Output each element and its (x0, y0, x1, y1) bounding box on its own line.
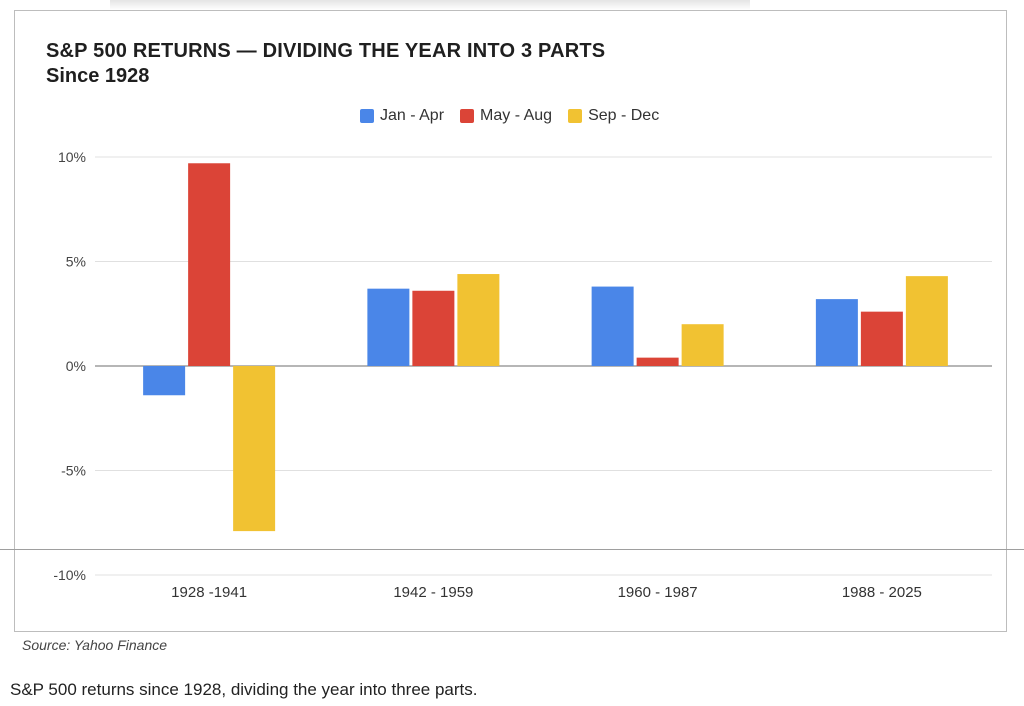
legend-item-jan-apr: Jan - Apr (360, 107, 444, 125)
source-note: Source: Yahoo Finance (22, 637, 168, 653)
legend-label-jan-apr: Jan - Apr (380, 107, 445, 124)
y-tick-label: -10% (53, 567, 86, 583)
x-tick-label: 1942 - 1959 (393, 584, 473, 601)
bar (905, 276, 948, 366)
y-tick-label: 0% (66, 358, 86, 374)
bar (681, 324, 724, 366)
bar (143, 366, 186, 396)
y-tick-label: -5% (61, 463, 86, 479)
bar (591, 286, 634, 366)
x-tick-label: 1928 -1941 (171, 584, 247, 601)
y-tick-label: 5% (66, 254, 86, 270)
bar (457, 274, 500, 366)
y-tick-label: 10% (58, 149, 86, 165)
x-tick-label: 1988 - 2025 (842, 584, 922, 601)
bar (636, 357, 679, 366)
bar (367, 288, 410, 366)
bar (233, 366, 276, 532)
bar (188, 163, 231, 366)
overlay-divider-line (0, 549, 1024, 550)
bar (815, 299, 858, 366)
chart-title: S&P 500 RETURNS — DIVIDING THE YEAR INTO… (46, 40, 606, 62)
legend-swatch-jan-apr (360, 109, 374, 123)
legend-label-may-aug: May - Aug (480, 107, 553, 124)
bar (860, 311, 903, 366)
legend-item-sep-dec: Sep - Dec (568, 107, 659, 125)
legend-swatch-may-aug (460, 109, 475, 123)
bar (412, 290, 455, 366)
chart-subtitle: Since 1928 (46, 65, 150, 87)
legend-item-may-aug: May - Aug (460, 107, 552, 125)
figure-caption: S&P 500 returns since 1928, dividing the… (10, 680, 478, 699)
top-shadow (110, 0, 750, 10)
x-tick-label: 1960 - 1987 (618, 584, 698, 601)
legend-swatch-sep-dec (568, 109, 583, 123)
chart-legend: Jan - Apr May - Aug Sep - Dec (360, 107, 659, 125)
legend-label-sep-dec: Sep - Dec (588, 107, 660, 124)
